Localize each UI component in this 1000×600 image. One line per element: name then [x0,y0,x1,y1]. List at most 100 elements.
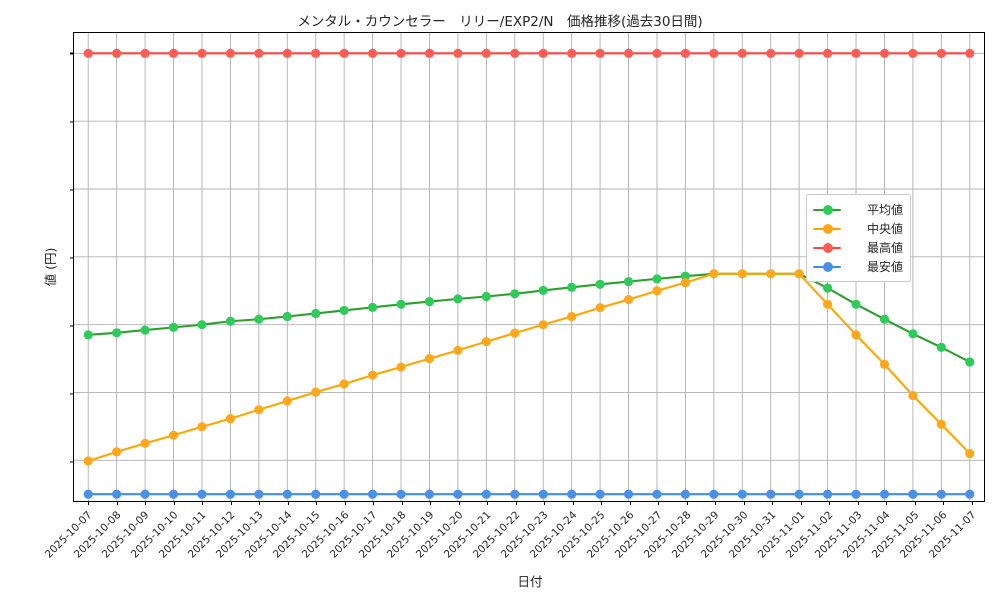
data-point-marker [140,48,150,58]
x-tick-mark [601,501,603,505]
x-tick-mark [544,501,546,505]
data-point-marker [595,279,605,289]
data-point-marker [481,489,491,499]
data-point-marker [538,48,548,58]
data-point-marker [225,316,235,326]
data-point-marker [851,299,861,309]
x-tick-mark [886,501,888,505]
data-point-marker [823,299,833,309]
data-point-marker [737,48,747,58]
data-point-marker [112,489,122,499]
x-tick-mark [829,501,831,505]
x-tick-mark [914,501,916,505]
data-point-marker [965,448,975,459]
x-tick-mark [230,501,232,505]
data-point-marker [282,489,292,499]
data-point-marker [311,308,321,319]
data-point-marker [140,489,150,499]
data-point-marker [168,430,179,440]
data-point-marker [453,48,463,58]
data-point-marker [623,294,634,305]
data-point-marker [965,489,975,499]
data-point-marker [339,48,349,58]
data-point-marker [225,489,235,499]
data-point-marker [879,359,890,369]
x-tick-mark [715,501,717,505]
data-point-marker [368,370,378,380]
data-point-marker [936,48,946,58]
data-point-marker [83,456,93,466]
legend-item[interactable]: 平均値 [813,200,903,219]
y-tick-mark [70,189,74,191]
data-point-marker [83,48,93,58]
data-point-marker [652,489,662,499]
data-point-marker [453,489,463,499]
data-point-marker [368,302,378,312]
x-tick-mark [458,501,460,505]
data-point-marker [680,278,690,288]
data-point-marker [140,438,150,448]
legend-label: 最高値 [866,241,903,255]
legend-swatch-icon [813,204,841,216]
data-point-marker [737,489,747,499]
legend-item[interactable]: 中央値 [813,219,903,238]
chart-legend[interactable]: 平均値中央値最高値最安値 [806,194,911,282]
data-point-marker [254,405,264,415]
data-point-marker [225,48,235,58]
data-point-marker [879,314,890,324]
data-point-marker [368,48,378,58]
data-point-marker [766,269,776,279]
y-tick-mark [70,52,74,54]
data-point-marker [936,342,946,352]
legend-label: 中央値 [866,222,903,236]
data-point-marker [339,379,349,389]
legend-item[interactable]: 最高値 [813,238,903,257]
data-point-marker [794,48,804,58]
data-point-marker [737,269,747,279]
data-point-marker [282,48,292,58]
data-point-marker [424,353,435,364]
data-point-marker [197,489,207,499]
data-point-marker [197,320,207,330]
data-point-marker [823,283,833,293]
data-point-marker [83,330,93,340]
data-point-marker [424,297,435,307]
data-point-marker [538,489,548,499]
data-point-marker [538,320,548,330]
x-tick-mark [743,501,745,505]
data-point-marker [311,489,321,499]
data-point-marker [851,330,861,340]
gridlines [74,33,984,501]
legend-swatch-icon [813,261,841,273]
data-point-marker [567,311,577,322]
x-tick-mark [373,501,375,505]
y-tick-mark [70,393,74,395]
chart-title: メンタル・カウンセラー リリー/EXP2/N 価格推移(過去30日間) [297,14,703,30]
data-point-marker [623,48,634,58]
y-tick-mark [70,121,74,123]
x-tick-mark [971,501,973,505]
legend-label: 平均値 [866,203,903,217]
data-point-marker [965,48,975,58]
x-tick-mark [658,501,660,505]
data-point-marker [908,48,918,58]
data-point-marker [254,489,264,499]
data-point-marker [282,396,292,406]
x-tick-mark [857,501,859,505]
data-point-marker [936,489,946,499]
x-tick-mark [487,501,489,505]
data-point-marker [567,48,577,58]
data-point-marker [396,362,406,372]
data-point-marker [140,325,150,335]
legend-item[interactable]: 最安値 [813,257,903,276]
data-point-marker [623,489,634,499]
y-axis-label: 値 (円) [42,247,58,287]
y-tick-mark [70,461,74,463]
data-point-marker [709,489,719,499]
data-point-marker [908,489,918,499]
x-tick-mark [287,501,289,505]
x-tick-mark [430,501,432,505]
data-point-marker [282,311,292,322]
data-point-marker [83,489,93,499]
data-point-marker [652,274,662,284]
